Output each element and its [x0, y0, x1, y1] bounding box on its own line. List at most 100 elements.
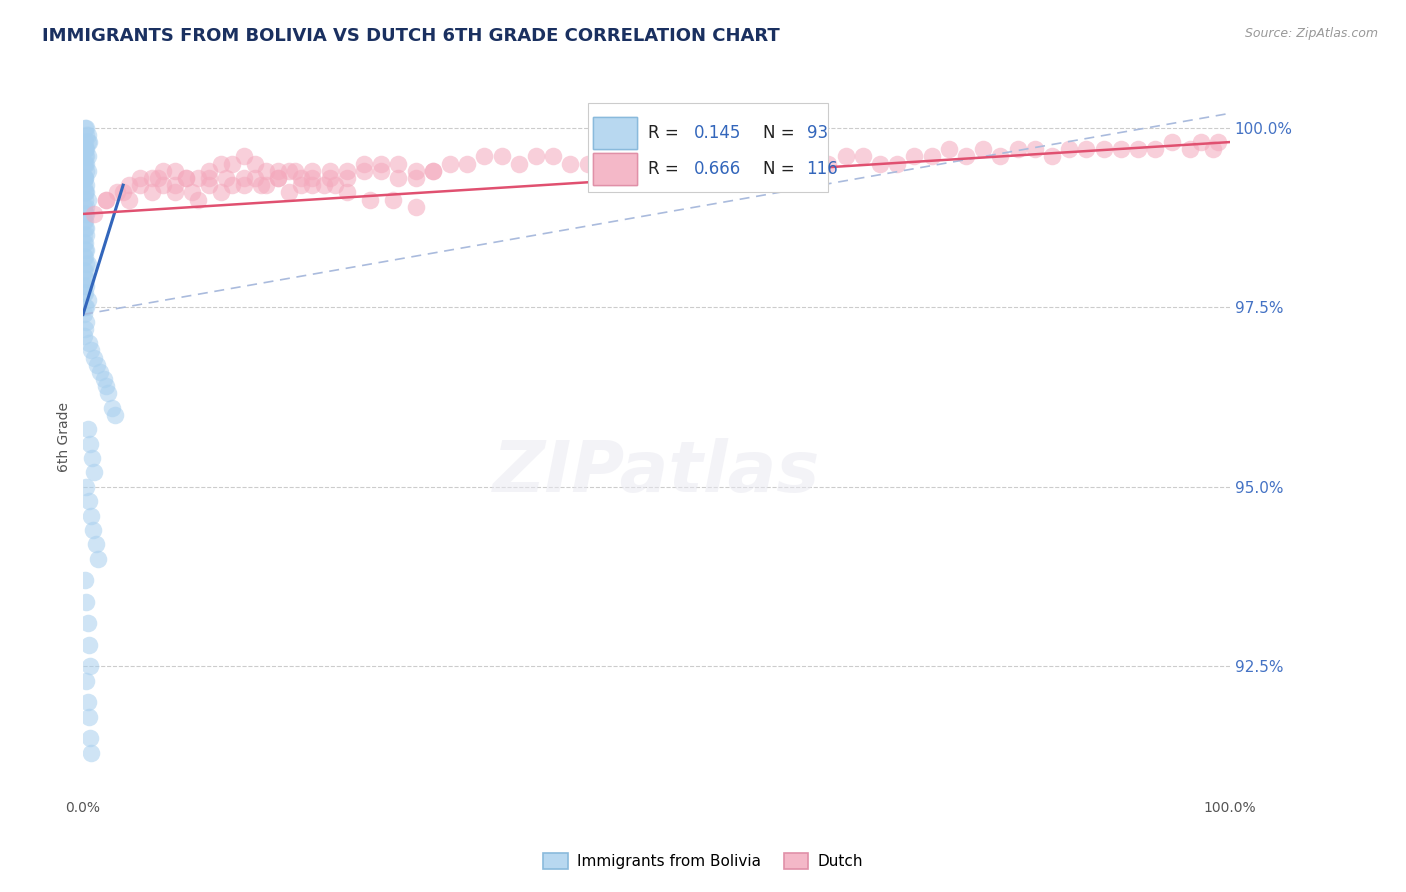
- Point: [359, 193, 381, 207]
- Point: [146, 171, 169, 186]
- Point: [75, 257, 97, 271]
- Point: [267, 163, 290, 178]
- Point: [370, 163, 392, 178]
- Point: [76, 616, 98, 631]
- Point: [75, 243, 97, 257]
- Point: [232, 171, 254, 186]
- Point: [628, 149, 651, 163]
- Point: [76, 128, 98, 142]
- Point: [73, 228, 96, 243]
- Point: [75, 142, 97, 156]
- Point: [73, 156, 96, 170]
- Point: [73, 178, 96, 193]
- Point: [209, 156, 232, 170]
- FancyBboxPatch shape: [593, 117, 637, 149]
- Point: [163, 186, 186, 200]
- Point: [243, 171, 266, 186]
- Point: [76, 193, 98, 207]
- Point: [118, 178, 141, 193]
- Point: [75, 128, 97, 142]
- Point: [353, 156, 375, 170]
- Point: [731, 149, 754, 163]
- Point: [1076, 142, 1098, 156]
- Point: [73, 171, 96, 186]
- Point: [73, 171, 96, 186]
- Point: [174, 171, 197, 186]
- Point: [75, 163, 97, 178]
- Point: [405, 163, 427, 178]
- Point: [79, 731, 101, 746]
- Point: [73, 278, 96, 293]
- Point: [77, 135, 100, 149]
- Point: [83, 466, 105, 480]
- Point: [75, 315, 97, 329]
- Point: [82, 523, 104, 537]
- Point: [82, 451, 104, 466]
- Point: [221, 178, 243, 193]
- Text: N =: N =: [763, 124, 800, 142]
- Point: [76, 257, 98, 271]
- Point: [290, 178, 312, 193]
- Point: [75, 186, 97, 200]
- Point: [75, 221, 97, 235]
- Point: [75, 200, 97, 214]
- Point: [278, 186, 301, 200]
- Point: [938, 142, 960, 156]
- Point: [112, 186, 135, 200]
- Point: [903, 149, 925, 163]
- Point: [215, 171, 238, 186]
- Point: [1201, 142, 1223, 156]
- Point: [243, 156, 266, 170]
- Text: R =: R =: [648, 124, 685, 142]
- Point: [576, 156, 599, 170]
- Point: [75, 156, 97, 170]
- Point: [75, 278, 97, 293]
- Point: [508, 156, 530, 170]
- Text: N =: N =: [763, 160, 800, 178]
- Point: [990, 149, 1012, 163]
- Point: [852, 149, 875, 163]
- Point: [662, 156, 685, 170]
- Point: [232, 178, 254, 193]
- Point: [83, 207, 105, 221]
- Point: [610, 156, 633, 170]
- Point: [77, 336, 100, 351]
- Point: [94, 193, 117, 207]
- Point: [75, 120, 97, 135]
- Point: [714, 156, 737, 170]
- Point: [75, 120, 97, 135]
- Point: [141, 186, 163, 200]
- Text: ZIPatlas: ZIPatlas: [492, 438, 820, 507]
- Point: [679, 149, 702, 163]
- Point: [97, 386, 120, 401]
- Point: [439, 156, 461, 170]
- Point: [75, 193, 97, 207]
- Point: [323, 178, 346, 193]
- Point: [1161, 135, 1184, 149]
- Point: [697, 149, 720, 163]
- Point: [318, 171, 340, 186]
- Point: [75, 573, 97, 587]
- Point: [1024, 142, 1046, 156]
- Point: [141, 171, 163, 186]
- Point: [89, 365, 111, 379]
- Point: [75, 264, 97, 278]
- Point: [104, 408, 127, 422]
- Point: [541, 149, 564, 163]
- FancyBboxPatch shape: [593, 117, 637, 149]
- Point: [955, 149, 977, 163]
- Point: [174, 171, 197, 186]
- Point: [256, 163, 278, 178]
- Point: [79, 436, 101, 450]
- Point: [75, 221, 97, 235]
- Point: [75, 271, 97, 285]
- Point: [422, 163, 444, 178]
- Point: [105, 186, 128, 200]
- Point: [249, 178, 271, 193]
- Point: [381, 193, 404, 207]
- Point: [77, 494, 100, 508]
- Point: [491, 149, 513, 163]
- Point: [783, 149, 806, 163]
- Point: [232, 149, 254, 163]
- Point: [73, 250, 96, 264]
